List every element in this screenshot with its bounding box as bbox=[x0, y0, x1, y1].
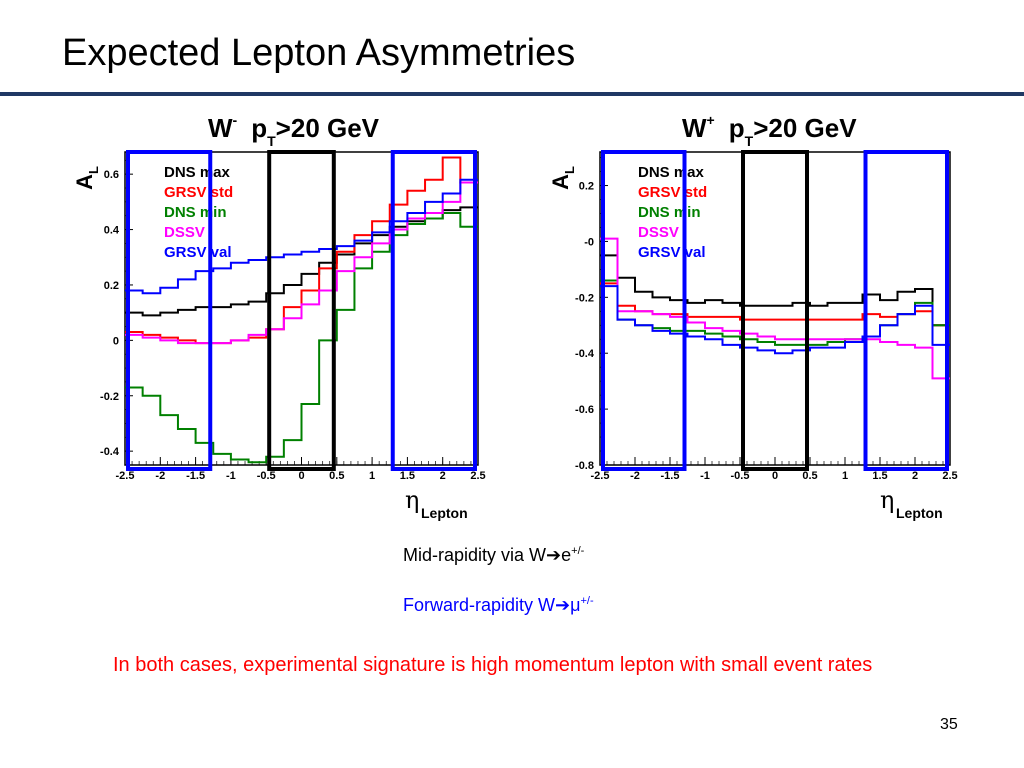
legend-entry: DNS max bbox=[164, 164, 231, 181]
mid-rapidity-box bbox=[741, 150, 809, 471]
charge-superscript: +/- bbox=[580, 595, 594, 607]
legend-entry: DNS min bbox=[638, 204, 701, 221]
forward-rapidity-note: Forward-rapidity W➔μ+/- bbox=[403, 595, 594, 616]
slide-title: Expected Lepton Asymmetries bbox=[62, 32, 576, 74]
x-axis-label-subscript: Lepton bbox=[421, 505, 468, 521]
x-tick-label: -2 bbox=[155, 470, 165, 482]
x-tick-label: -1.5 bbox=[661, 470, 680, 482]
legend-entry: GRSV std bbox=[164, 184, 233, 201]
y-tick-label: -0.6 bbox=[575, 404, 594, 416]
x-tick-label: 0.5 bbox=[802, 470, 817, 482]
x-tick-label: 0.5 bbox=[329, 470, 344, 482]
series-grsv-val bbox=[125, 178, 478, 295]
x-tick-label: 2 bbox=[912, 470, 918, 482]
y-tick-label: 0.2 bbox=[104, 280, 119, 292]
y-tick-label: 0.4 bbox=[104, 225, 120, 237]
x-tick-label: 0 bbox=[772, 470, 778, 482]
charts-canvas: -2.5 -2 -1.5 -1 -0.5 0 0.5 1 1.5 2 2.5 -0.4 -0.2 0 0.2… bbox=[72, 112, 958, 521]
x-tick-label: 1.5 bbox=[872, 470, 887, 482]
series-dssv bbox=[600, 237, 950, 380]
x-axis-label: η bbox=[405, 486, 419, 514]
muon-symbol: μ bbox=[570, 595, 581, 615]
x-tick-label: -2.5 bbox=[591, 470, 610, 482]
forward-rapidity-box bbox=[601, 150, 687, 471]
conclusion-note: In both cases, experimental signature is… bbox=[113, 654, 873, 676]
y-axis-label: AL bbox=[72, 166, 101, 190]
electron-symbol: e bbox=[561, 545, 572, 565]
arrow-icon: ➔ bbox=[546, 545, 562, 565]
series-dssv bbox=[125, 181, 478, 345]
y-tick-label: -0.2 bbox=[575, 292, 594, 304]
panel-title: W+ pT>20 GeV bbox=[682, 112, 857, 149]
x-axis-label: η bbox=[880, 486, 894, 514]
panel-title: W-pT>20 GeV bbox=[208, 112, 380, 149]
x-tick-label: -2 bbox=[630, 470, 640, 482]
arrow-icon: ➔ bbox=[555, 595, 571, 615]
x-tick-label: 1.5 bbox=[400, 470, 415, 482]
legend-entry: GRSV val bbox=[638, 244, 706, 261]
x-tick-label: 2.5 bbox=[942, 470, 957, 482]
x-tick-label: -0.5 bbox=[257, 470, 276, 482]
series-dns-max bbox=[600, 254, 950, 327]
series-grsv-std bbox=[125, 156, 478, 345]
x-tick-label: 1 bbox=[369, 470, 375, 482]
x-tick-label: 0 bbox=[298, 470, 304, 482]
chart-w-plus: -2.5 -2 -1.5 -1 -0.5 0 0.5 1 1.5 2 2.5 -0.8 -0.6 -0.4… bbox=[548, 112, 958, 521]
y-tick-label: -0.4 bbox=[575, 348, 595, 360]
x-tick-label: -0.5 bbox=[731, 470, 750, 482]
chart-w-minus: -2.5 -2 -1.5 -1 -0.5 0 0.5 1 1.5 2 2.5 -0.4 -0.2 0 0.2… bbox=[72, 112, 486, 521]
x-tick-label: -2.5 bbox=[116, 470, 135, 482]
legend-entry: GRSV val bbox=[164, 244, 232, 261]
legend-entry: DSSV bbox=[164, 224, 205, 241]
mid-rapidity-text: Mid-rapidity via W bbox=[403, 545, 547, 565]
y-axis-label: AL bbox=[548, 166, 577, 190]
y-tick-label: -0.4 bbox=[100, 446, 120, 458]
series-dns-max bbox=[125, 206, 478, 317]
charge-superscript: +/- bbox=[571, 545, 585, 557]
forward-rapidity-box bbox=[863, 150, 949, 471]
forward-rapidity-box bbox=[126, 150, 213, 471]
y-tick-label: 0.6 bbox=[104, 169, 119, 181]
series-dns-min bbox=[125, 211, 478, 464]
x-tick-label: 1 bbox=[842, 470, 848, 482]
y-tick-label: -0.2 bbox=[100, 391, 119, 403]
legend-entry: DNS min bbox=[164, 204, 227, 221]
legend-entry: GRSV std bbox=[638, 184, 707, 201]
x-tick-label: -1 bbox=[700, 470, 710, 482]
mid-rapidity-note: Mid-rapidity via W➔e+/- bbox=[403, 545, 584, 566]
y-tick-label: -0.8 bbox=[575, 460, 594, 472]
x-axis-label-subscript: Lepton bbox=[896, 505, 943, 521]
legend-entry: DSSV bbox=[638, 224, 679, 241]
y-tick-label: 0.2 bbox=[579, 181, 594, 193]
legend-entry: DNS max bbox=[638, 164, 705, 181]
forward-rapidity-text: Forward-rapidity W bbox=[403, 595, 556, 615]
x-tick-label: -1 bbox=[226, 470, 236, 482]
series-grsv-val bbox=[600, 285, 950, 355]
y-tick-label: 0 bbox=[113, 335, 119, 347]
page-number: 35 bbox=[940, 716, 958, 733]
title-rule bbox=[0, 92, 1024, 96]
mid-rapidity-box bbox=[267, 150, 336, 471]
x-tick-label: 2 bbox=[440, 470, 446, 482]
x-tick-label: -1.5 bbox=[186, 470, 205, 482]
y-tick-label: -0 bbox=[584, 236, 594, 248]
x-tick-label: 2.5 bbox=[470, 470, 485, 482]
forward-rapidity-box bbox=[390, 150, 477, 471]
